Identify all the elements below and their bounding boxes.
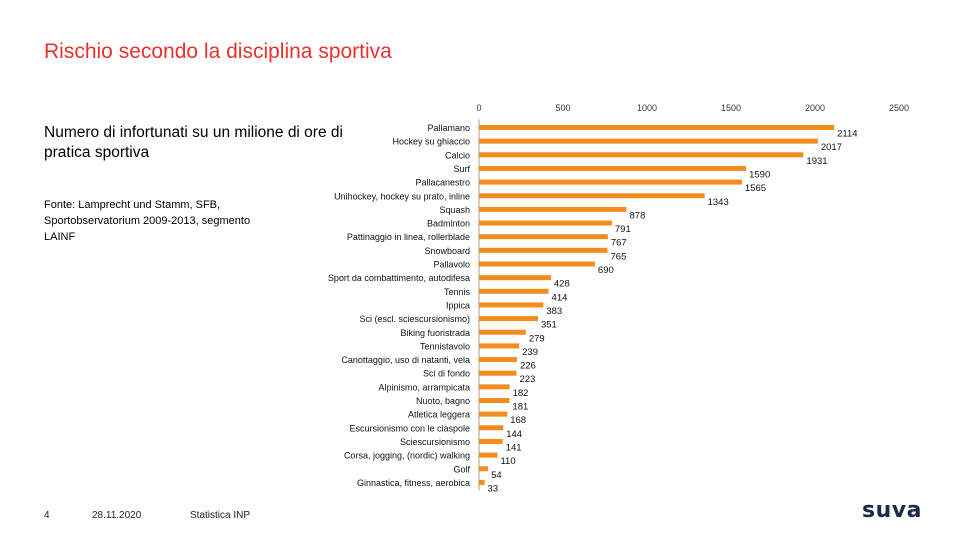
data-label: 1343 [708,197,729,208]
data-label: 168 [510,415,526,426]
data-label: 2114 [837,129,857,140]
x-tick-label: 2000 [805,103,825,113]
bar [479,247,608,253]
category-label: Tennistavolo [420,341,470,351]
data-label: 144 [506,429,522,440]
bar [479,138,818,144]
x-tick-label: 500 [555,103,570,113]
category-label: Biking fuoristrada [400,328,470,338]
bar [479,165,747,171]
data-label: 765 [611,251,627,262]
bar [479,152,804,158]
bar [479,357,517,363]
category-label: Ippica [446,300,470,310]
data-label: 351 [541,320,557,331]
data-label: 878 [630,210,646,221]
data-label: 383 [546,306,562,317]
bar [479,288,549,294]
category-label: Sci (escl. sciescursionismo) [359,314,470,324]
category-label: Nuoto, bagno [416,396,470,406]
data-label: 181 [512,402,528,413]
category-label: Sport da combattimento, autodifesa [328,273,470,283]
bar [479,193,705,199]
data-label: 1590 [749,169,770,180]
data-label: 767 [611,238,627,249]
category-label: Snowboard [424,246,470,256]
page-number: 4 [44,510,50,521]
bar [479,234,608,240]
suva-logo: suva [862,498,922,523]
category-label: Sci di fondo [423,369,470,379]
bar [479,398,510,403]
bar [479,370,517,376]
bar [479,329,526,335]
data-label: 690 [598,265,614,276]
category-label: Hockey su ghiaccio [392,137,470,147]
x-tick-label: 2500 [889,103,909,113]
x-tick-label: 1500 [721,103,741,113]
data-label: 239 [522,347,538,358]
category-label: Tennis [444,287,471,297]
category-label: Unihockey, hockey su prato, inline [334,191,470,201]
bar [479,425,504,431]
bar [479,411,508,417]
data-label: 1931 [806,156,827,167]
category-label: Escursionismo con le ciaspole [349,423,470,433]
x-tick-label: 0 [476,103,481,113]
bar [479,438,503,444]
category-label: Sciescursionismo [400,437,470,447]
data-label: 110 [500,456,515,467]
source-note: Fonte: Lamprecht und Stamm, SFB, Sportob… [44,199,251,243]
bar [479,479,485,485]
bar [479,302,544,308]
bar [479,261,595,267]
data-label: 182 [513,388,529,399]
category-label: Calcio [445,150,470,160]
bar [479,275,551,281]
category-label: Surf [453,164,470,174]
data-label: 279 [529,333,545,344]
bar [479,384,510,390]
chart-subtitle: Numero di infortunati su un milione di o… [44,124,343,161]
category-label: Canottaggio, uso di natanti, vela [341,355,470,365]
category-label: Alpinismo, arrampicata [378,382,470,392]
bar [479,466,489,472]
bar [479,206,627,212]
category-label: Pallacanestro [415,178,470,188]
category-label: Golf [453,464,470,474]
category-label: Ginnastica, fitness, aerobica [357,478,470,488]
category-label: Corsa, jogging, (nordic) walking [344,451,470,461]
data-label: 1565 [745,183,766,194]
data-label: 223 [519,374,535,385]
data-label: 33 [488,483,499,494]
category-label: Atletica leggera [408,410,470,420]
footer-label: Statistica INP [190,510,251,521]
category-label: Pallavolo [433,260,470,270]
category-label: Squash [439,205,470,215]
category-label: Badminton [427,219,470,229]
footer-date: 28.11.2020 [92,510,142,521]
bar [479,220,612,226]
bar [479,343,520,349]
category-label: Pattinaggio in linea, rollerblade [347,232,470,242]
data-label: 791 [615,224,631,235]
bar [479,316,538,322]
data-label: 226 [520,361,536,372]
bar [479,179,742,185]
data-label: 428 [554,279,570,290]
bar [479,452,498,458]
data-label: 414 [552,292,568,303]
x-tick-label: 1000 [637,103,657,113]
data-label: 54 [491,470,502,481]
data-label: 141 [506,442,522,453]
category-label: Pallamano [427,123,470,133]
slide-title: Rischio secondo la disciplina sportiva [44,40,392,63]
data-label: 2017 [821,142,842,153]
bar [479,125,835,130]
